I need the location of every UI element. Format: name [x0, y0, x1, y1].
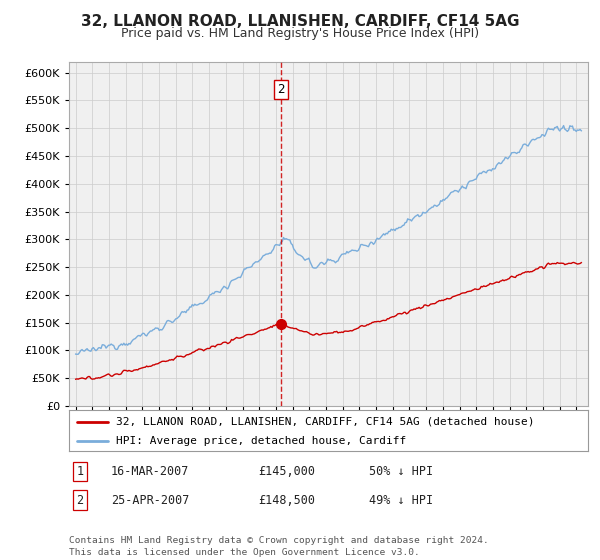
Text: 1: 1	[76, 465, 83, 478]
Text: 50% ↓ HPI: 50% ↓ HPI	[369, 465, 433, 478]
Text: £145,000: £145,000	[258, 465, 315, 478]
Text: Contains HM Land Registry data © Crown copyright and database right 2024.
This d: Contains HM Land Registry data © Crown c…	[69, 536, 489, 557]
Text: 2: 2	[277, 83, 285, 96]
Text: £148,500: £148,500	[258, 493, 315, 507]
Text: 49% ↓ HPI: 49% ↓ HPI	[369, 493, 433, 507]
Text: 32, LLANON ROAD, LLANISHEN, CARDIFF, CF14 5AG: 32, LLANON ROAD, LLANISHEN, CARDIFF, CF1…	[81, 14, 519, 29]
Text: 25-APR-2007: 25-APR-2007	[111, 493, 190, 507]
Text: 32, LLANON ROAD, LLANISHEN, CARDIFF, CF14 5AG (detached house): 32, LLANON ROAD, LLANISHEN, CARDIFF, CF1…	[116, 417, 534, 427]
Text: 16-MAR-2007: 16-MAR-2007	[111, 465, 190, 478]
Text: HPI: Average price, detached house, Cardiff: HPI: Average price, detached house, Card…	[116, 436, 406, 446]
Text: Price paid vs. HM Land Registry's House Price Index (HPI): Price paid vs. HM Land Registry's House …	[121, 27, 479, 40]
Text: 2: 2	[76, 493, 83, 507]
